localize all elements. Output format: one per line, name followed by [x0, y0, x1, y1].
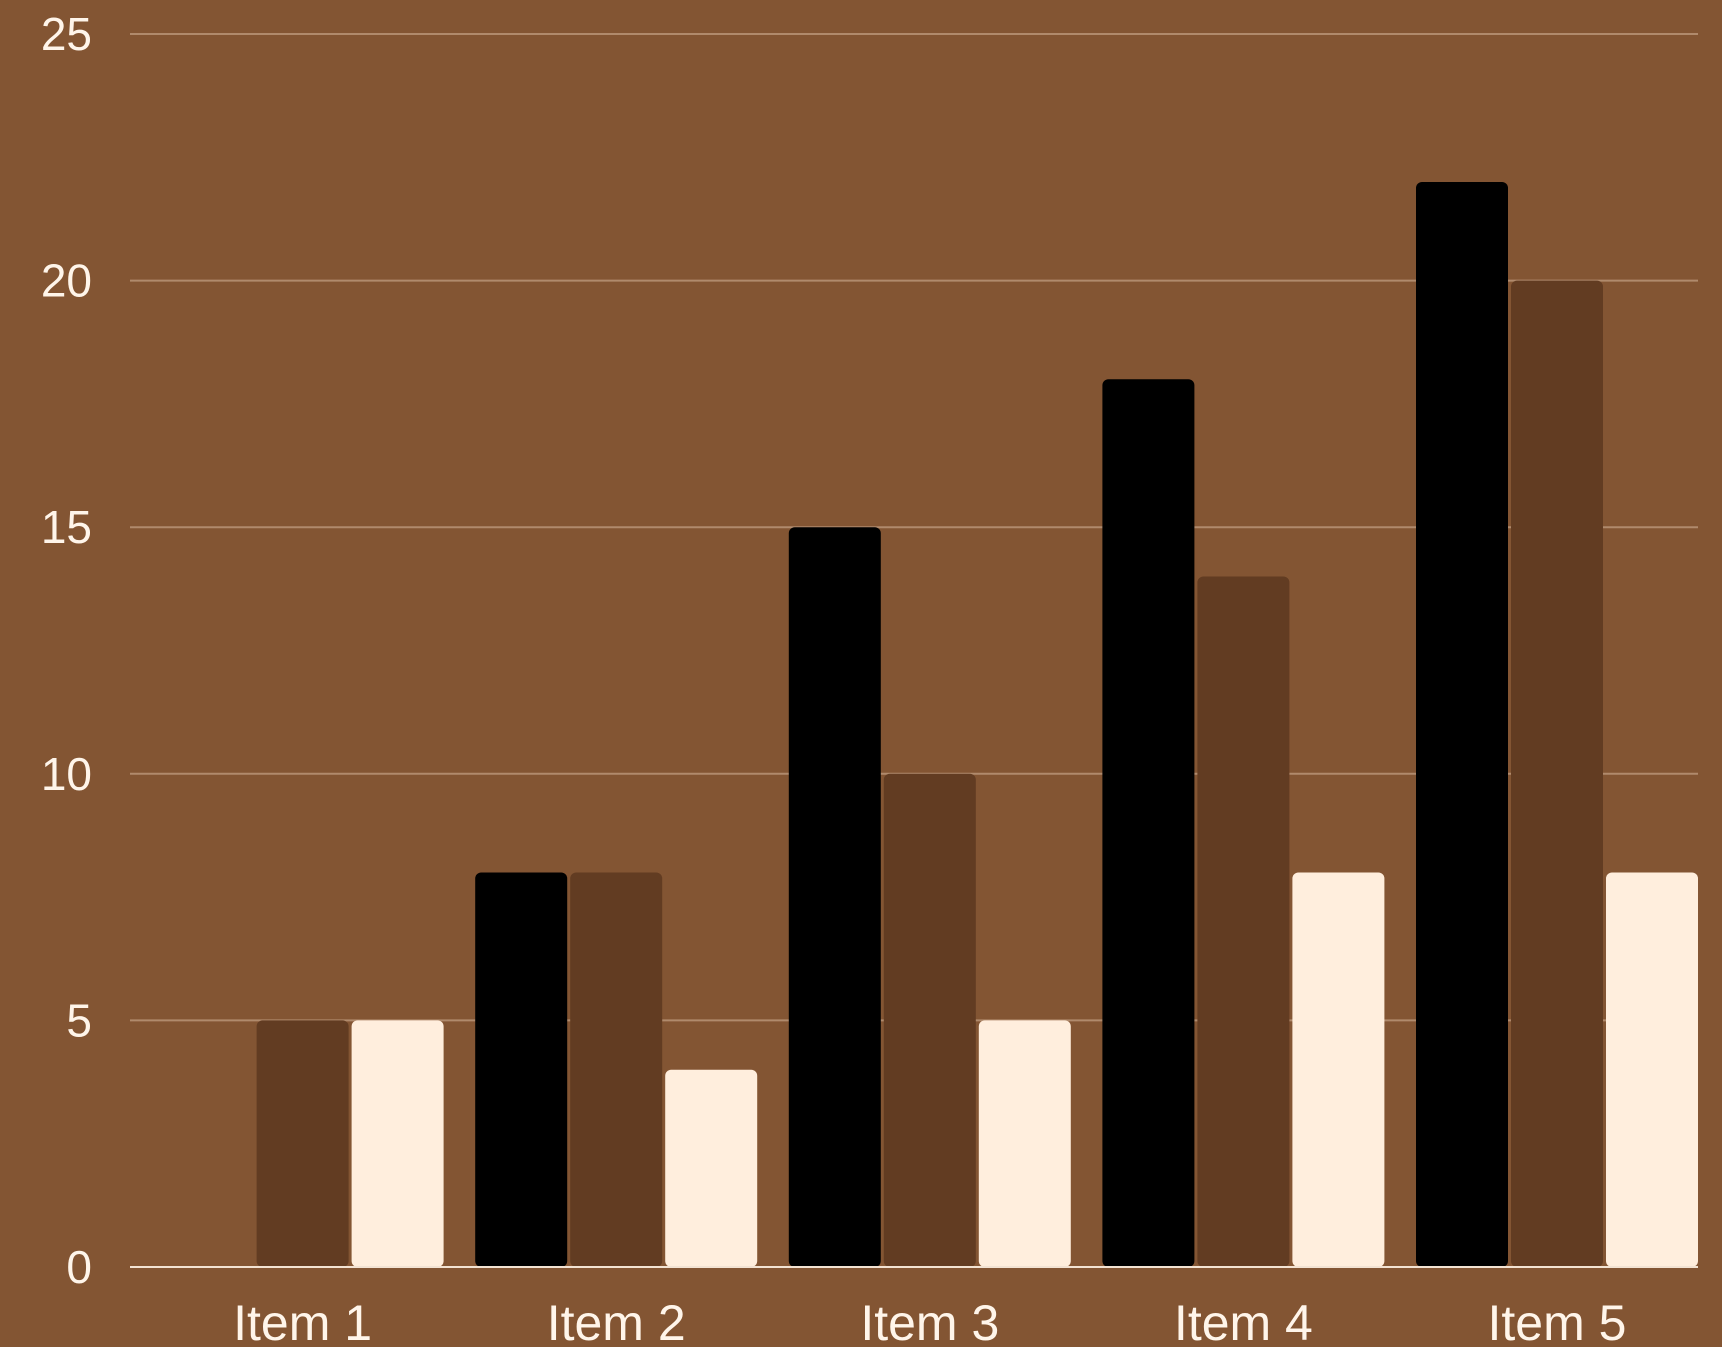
bar-series-1-item-3 [788, 527, 881, 1267]
x-tick-label: Item 3 [860, 1295, 999, 1347]
bar-series-2-item-4 [1197, 576, 1290, 1267]
x-tick-label: Item 4 [1174, 1295, 1313, 1347]
bar-series-2-item-1 [256, 1020, 349, 1267]
x-tick-label: Item 1 [233, 1295, 372, 1347]
bar-series-3-item-5 [1606, 872, 1698, 1267]
bar-series-2-item-5 [1511, 280, 1603, 1268]
x-tick-label: Item 2 [547, 1295, 686, 1347]
bars [256, 181, 1698, 1268]
bar-series-2-item-2 [570, 872, 663, 1267]
bar-series-3-item-1 [351, 1020, 444, 1267]
y-tick-label: 5 [66, 994, 92, 1046]
y-tick-label: 15 [41, 501, 92, 553]
bar-series-3-item-4 [1292, 872, 1385, 1267]
y-axis-ticks: 0 5 10 15 20 25 [41, 8, 92, 1293]
bar-series-1-item-5 [1416, 181, 1508, 1268]
bar-series-1-item-4 [1102, 379, 1195, 1267]
y-tick-label: 0 [66, 1241, 92, 1293]
bar-series-3-item-3 [978, 1020, 1071, 1267]
x-axis-ticks: Item 1 Item 2 Item 3 Item 4 Item 5 [233, 1295, 1626, 1347]
bar-series-1-item-2 [475, 872, 568, 1267]
y-tick-label: 20 [41, 255, 92, 307]
y-tick-label: 25 [41, 8, 92, 60]
bar-series-2-item-3 [883, 773, 976, 1267]
x-tick-label: Item 5 [1488, 1295, 1627, 1347]
y-tick-label: 10 [41, 748, 92, 800]
bar-series-3-item-2 [665, 1069, 758, 1267]
